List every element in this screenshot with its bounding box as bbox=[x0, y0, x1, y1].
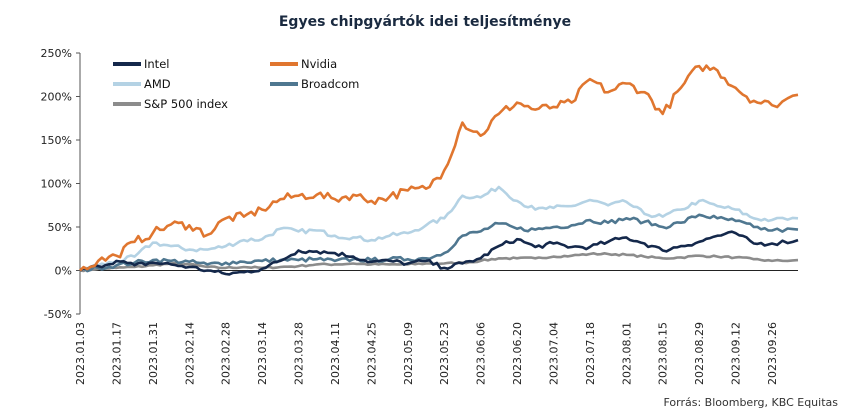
series-line-broadcom bbox=[79, 213, 799, 273]
legend-label-intel: Intel bbox=[144, 57, 169, 71]
axes: -50% 0% 50% 100% 150% 200% 250% 2023.01.03 2023.… bbox=[41, 47, 798, 385]
x-tick-label: 2023.08.01 bbox=[620, 322, 633, 385]
x-tick-label: 2023.08.29 bbox=[693, 322, 706, 385]
x-tick-label: 2023.05.09 bbox=[402, 322, 415, 385]
x-tick-label: 2023.08.15 bbox=[657, 322, 670, 385]
series-line-intel bbox=[79, 230, 799, 276]
x-tick-label: 2023.04.11 bbox=[329, 322, 342, 385]
x-tick-label: 2023.02.28 bbox=[220, 322, 233, 385]
y-tick-label: 0% bbox=[55, 265, 72, 278]
x-tick-label: 2023.05.23 bbox=[438, 322, 451, 385]
y-tick-label: 250% bbox=[41, 47, 72, 60]
x-tick-label: 2023.04.25 bbox=[365, 322, 378, 385]
y-tick-label: 200% bbox=[41, 91, 72, 104]
y-tick-label: -50% bbox=[44, 308, 72, 321]
y-tick-label: 50% bbox=[48, 221, 72, 234]
x-tick-label: 2023.07.18 bbox=[584, 322, 597, 385]
x-tick-label: 2023.06.06 bbox=[475, 322, 488, 385]
source-note: Forrás: Bloomberg, KBC Equitas bbox=[663, 396, 838, 409]
x-tick-label: 2023.01.17 bbox=[110, 322, 123, 385]
legend-label-amd: AMD bbox=[144, 77, 171, 91]
legend-label-broadcom: Broadcom bbox=[301, 77, 359, 91]
chart-title: Egyes chipgyártók idei teljesítménye bbox=[278, 14, 572, 30]
series-line-amd bbox=[79, 185, 799, 272]
series-layer bbox=[79, 64, 799, 276]
x-tick-label: 2023.09.12 bbox=[730, 322, 743, 385]
x-tick-label: 2023.06.20 bbox=[511, 322, 524, 385]
x-tick-label: 2023.03.28 bbox=[293, 322, 306, 385]
y-tick-label: 100% bbox=[41, 178, 72, 191]
y-tick-label: 150% bbox=[41, 134, 72, 147]
legend: Intel Nvidia AMD Broadcom S&P 500 index bbox=[113, 57, 359, 111]
x-tick-label: 2023.01.03 bbox=[74, 322, 87, 385]
x-tick-label: 2023.09.26 bbox=[766, 322, 779, 385]
legend-label-nvidia: Nvidia bbox=[301, 57, 337, 71]
legend-label-s-p-500-index: S&P 500 index bbox=[144, 97, 228, 111]
x-tick-label: 2023.07.04 bbox=[547, 322, 560, 385]
x-tick-label: 2023.02.14 bbox=[183, 322, 196, 385]
x-tick-label: 2023.03.14 bbox=[256, 322, 269, 385]
series-line-nvidia bbox=[79, 64, 799, 272]
x-tick-label: 2023.01.31 bbox=[147, 322, 160, 385]
